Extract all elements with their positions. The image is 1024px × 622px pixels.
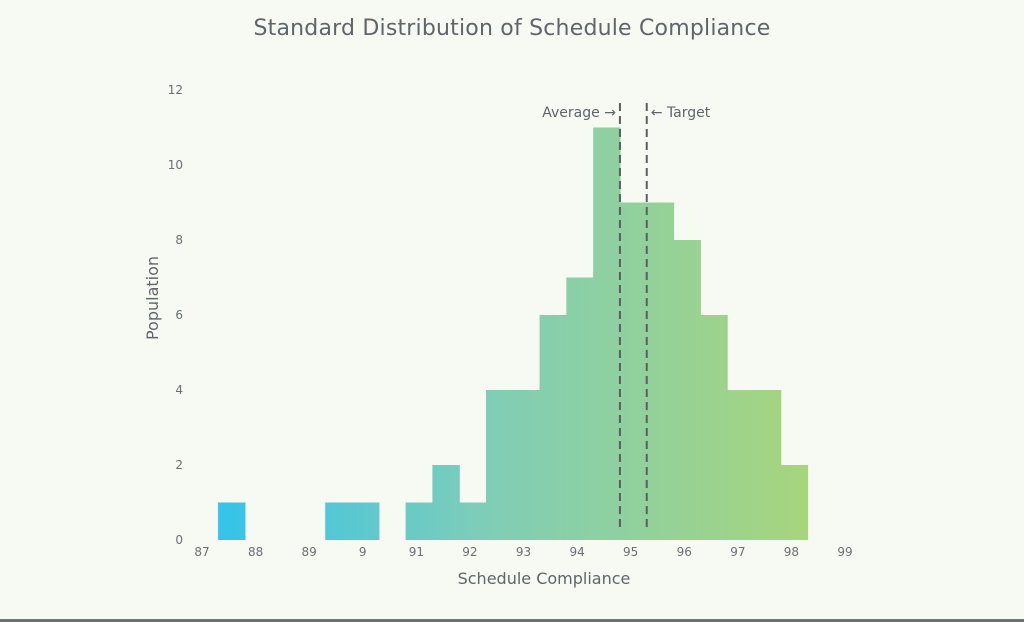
- x-tick-label: 98: [784, 545, 799, 559]
- x-tick-label: 97: [730, 545, 745, 559]
- y-tick-label: 6: [175, 308, 183, 322]
- histogram-bar: [218, 502, 246, 540]
- x-tick-label: 94: [569, 545, 584, 559]
- x-tick-label: 88: [248, 545, 263, 559]
- histogram-bar: [539, 315, 567, 540]
- histogram-bar: [780, 465, 809, 540]
- x-axis-label: Schedule Compliance: [458, 569, 631, 588]
- y-tick-label: 2: [175, 458, 183, 472]
- x-tick-label: 96: [677, 545, 692, 559]
- x-tick-label: 91: [409, 545, 424, 559]
- x-tick-label: 93: [516, 545, 531, 559]
- histogram-bar: [405, 502, 434, 540]
- x-tick-label: 87: [194, 545, 209, 559]
- y-tick-label: 10: [168, 158, 183, 172]
- reference-label-average: Average →: [542, 105, 616, 121]
- bars-layer: [218, 127, 809, 540]
- x-tick-label: 99: [837, 545, 852, 559]
- reference-lines-layer: Average → ← Target: [542, 103, 711, 527]
- x-axis-ticks: 87 88 89 9 91 92 93 94 95 96 97 98 99: [194, 545, 852, 559]
- y-tick-label: 4: [175, 383, 183, 397]
- y-axis-label: Population: [143, 256, 162, 340]
- x-tick-label: 92: [462, 545, 477, 559]
- y-axis-ticks: 0 2 4 6 8 10 12: [168, 83, 183, 547]
- x-tick-label: 89: [302, 545, 317, 559]
- x-tick-label: 9: [359, 545, 367, 559]
- histogram-bar: [700, 315, 728, 540]
- histogram-bar: [727, 390, 782, 540]
- histogram-bar: [566, 277, 594, 540]
- y-tick-label: 8: [175, 233, 183, 247]
- histogram-bar: [432, 465, 460, 540]
- x-tick-label: 95: [623, 545, 638, 559]
- histogram-bar: [593, 127, 621, 540]
- histogram-bar: [459, 502, 487, 540]
- y-tick-label: 12: [168, 83, 183, 97]
- chart-title: Standard Distribution of Schedule Compli…: [253, 16, 771, 41]
- y-tick-label: 0: [175, 533, 183, 547]
- histogram-bar: [325, 502, 380, 540]
- reference-label-target: ← Target: [651, 105, 711, 121]
- histogram-bar: [485, 390, 541, 540]
- histogram-bar: [673, 240, 701, 540]
